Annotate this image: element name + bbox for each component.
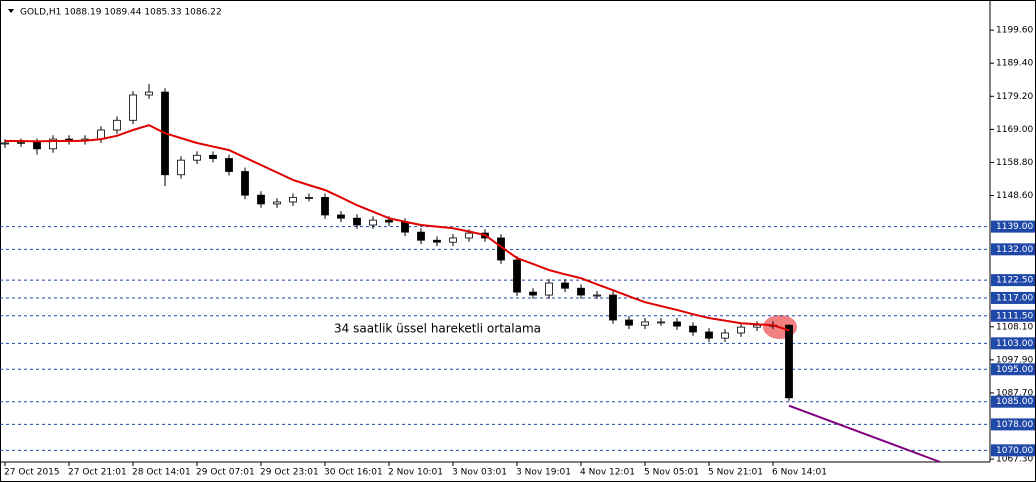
line bbox=[5, 124, 790, 332]
candle-body bbox=[257, 194, 265, 205]
candle-body bbox=[369, 219, 377, 226]
x-tick-label: 29 Oct 23:01 bbox=[260, 468, 319, 478]
chart-title: GOLD,H1 1088.19 1089.44 1085.33 1086.22 bbox=[20, 8, 222, 18]
candle-body bbox=[193, 154, 201, 161]
x-tick-label: 3 Nov 03:01 bbox=[452, 468, 507, 478]
candle-body bbox=[129, 94, 137, 121]
y-tick-label: 1189.40 bbox=[996, 59, 1033, 69]
x-tick-label: 30 Oct 16:01 bbox=[324, 468, 383, 478]
candle-body bbox=[145, 91, 153, 96]
candle-body bbox=[225, 158, 233, 172]
x-tick-label: 3 Nov 19:01 bbox=[516, 468, 571, 478]
candle-body bbox=[561, 282, 569, 289]
candle-body bbox=[721, 332, 729, 339]
level-label: 1122.50 bbox=[996, 276, 1033, 286]
level-tag bbox=[991, 291, 1035, 304]
x-tick-label: 28 Oct 14:01 bbox=[132, 468, 191, 478]
symbol-menu[interactable] bbox=[8, 9, 14, 13]
trendline-extension bbox=[788, 404, 941, 463]
y-tick-label: 1179.20 bbox=[996, 92, 1033, 102]
candle-body bbox=[113, 119, 121, 131]
candle-body bbox=[753, 324, 761, 328]
candle-body bbox=[577, 287, 585, 296]
candle-body bbox=[305, 197, 313, 199]
candle-body bbox=[529, 291, 537, 296]
y-tick-label: 1067.30 bbox=[996, 455, 1033, 465]
level-tag bbox=[991, 418, 1035, 431]
x-tick-label: 27 Oct 21:01 bbox=[68, 468, 127, 478]
x-tick-label: 2 Nov 10:01 bbox=[388, 468, 443, 478]
candle-body bbox=[625, 319, 633, 326]
y-tick-label: 1097.90 bbox=[996, 355, 1033, 365]
level-label: 1070.00 bbox=[996, 446, 1033, 456]
candle-body bbox=[241, 171, 249, 196]
x-tick-label: 4 Nov 12:01 bbox=[580, 468, 635, 478]
candle-body bbox=[609, 294, 617, 321]
level-tag bbox=[991, 363, 1035, 376]
candle-body bbox=[641, 321, 649, 326]
candle-body bbox=[385, 219, 393, 223]
candle-body bbox=[321, 197, 329, 216]
y-tick-label: 1108.10 bbox=[996, 322, 1033, 332]
x-tick-label: 27 Oct 2015 bbox=[4, 468, 60, 478]
level-tag bbox=[991, 274, 1035, 287]
annotation: 34 saatlik üssel hareketli ortalama bbox=[334, 322, 541, 336]
candle-body bbox=[737, 326, 745, 334]
candle-body bbox=[273, 201, 281, 205]
candle-body bbox=[417, 231, 425, 241]
x-tick-label: 6 Nov 14:01 bbox=[772, 468, 827, 478]
y-tick-label: 1199.60 bbox=[996, 26, 1033, 36]
candle-body bbox=[689, 325, 697, 333]
level-label: 1095.00 bbox=[996, 365, 1033, 375]
level-label: 1103.00 bbox=[996, 339, 1033, 349]
candle-body bbox=[433, 239, 441, 243]
candle-body bbox=[209, 154, 217, 159]
candle-body bbox=[177, 159, 185, 176]
candle-body bbox=[33, 141, 41, 150]
level-label: 1117.00 bbox=[996, 293, 1033, 303]
x-tick-label: 29 Oct 07:01 bbox=[196, 468, 255, 478]
candle-body bbox=[289, 197, 297, 203]
level-tag bbox=[991, 337, 1035, 350]
candle-body bbox=[1, 142, 9, 145]
candle-body bbox=[449, 237, 457, 243]
level-tag bbox=[991, 309, 1035, 322]
candle-body bbox=[17, 141, 25, 144]
level-label: 1085.00 bbox=[996, 397, 1033, 407]
candle-body bbox=[465, 232, 473, 239]
candle-body bbox=[785, 324, 793, 399]
level-tag bbox=[991, 444, 1035, 457]
y-tick-label: 1169.00 bbox=[996, 125, 1033, 135]
y-tick-label: 1148.60 bbox=[996, 191, 1033, 201]
level-label: 1111.50 bbox=[996, 311, 1033, 321]
level-label: 1132.00 bbox=[996, 245, 1033, 255]
level-label: 1078.00 bbox=[996, 420, 1033, 430]
candle-body bbox=[673, 321, 681, 327]
level-tag bbox=[991, 220, 1035, 233]
candle-body bbox=[657, 321, 665, 324]
level-label: 1139.00 bbox=[996, 222, 1033, 232]
candle-body bbox=[705, 331, 713, 339]
candle-body bbox=[401, 221, 409, 233]
x-tick-label: 5 Nov 21:01 bbox=[708, 468, 763, 478]
level-tag bbox=[991, 395, 1035, 408]
candle-body bbox=[337, 214, 345, 219]
candle-body bbox=[513, 259, 521, 293]
level-tag bbox=[991, 243, 1035, 256]
y-tick-label: 1158.80 bbox=[996, 158, 1033, 168]
candle-body bbox=[353, 217, 361, 226]
x-tick-label: 5 Nov 05:01 bbox=[644, 468, 699, 478]
candle-body bbox=[49, 138, 57, 150]
candle-body bbox=[545, 282, 553, 296]
candle-body bbox=[593, 294, 601, 297]
y-tick-label: 1087.70 bbox=[996, 388, 1033, 398]
